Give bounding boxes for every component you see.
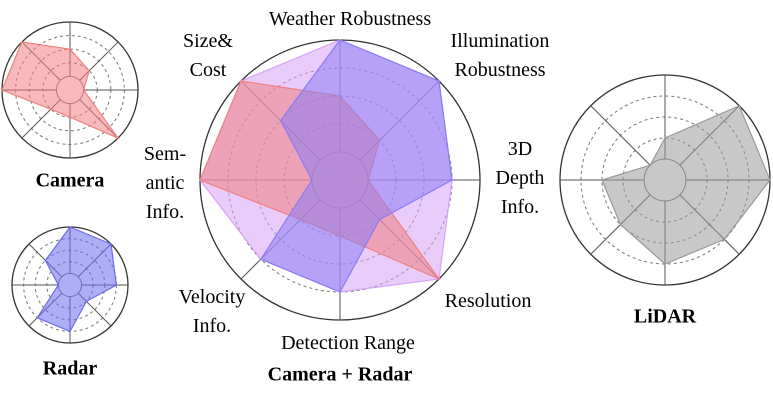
axis-label: 3D Depth Info. bbox=[496, 138, 545, 218]
axis-label: Sem-antic Info. bbox=[144, 143, 186, 223]
radar-area bbox=[1, 41, 120, 140]
radar-chart: Radar bbox=[11, 226, 129, 380]
chart-title: Camera + Radar bbox=[268, 364, 413, 386]
radar-area bbox=[601, 104, 771, 265]
radar-area bbox=[259, 39, 453, 293]
radar-chart: Camera + Radar Weather Robustness Illumina… bbox=[144, 8, 550, 386]
radar-chart: LiDAR bbox=[559, 74, 771, 328]
chart-title: Radar bbox=[43, 358, 98, 380]
axis-label: Detection Range bbox=[281, 332, 415, 354]
axis-label: Velocity Info. bbox=[179, 286, 246, 337]
radar-area bbox=[36, 226, 118, 333]
axis-label: Illumination Robustness bbox=[451, 30, 550, 81]
chart-title: Camera bbox=[36, 170, 105, 192]
radar-chart: Camera bbox=[1, 21, 139, 192]
axis-label: Size& Cost bbox=[183, 30, 233, 81]
axis-label: Weather Robustness bbox=[269, 8, 431, 30]
axis-label: Resolution bbox=[445, 290, 532, 312]
chart-title: LiDAR bbox=[634, 306, 697, 328]
spoke bbox=[590, 105, 651, 166]
